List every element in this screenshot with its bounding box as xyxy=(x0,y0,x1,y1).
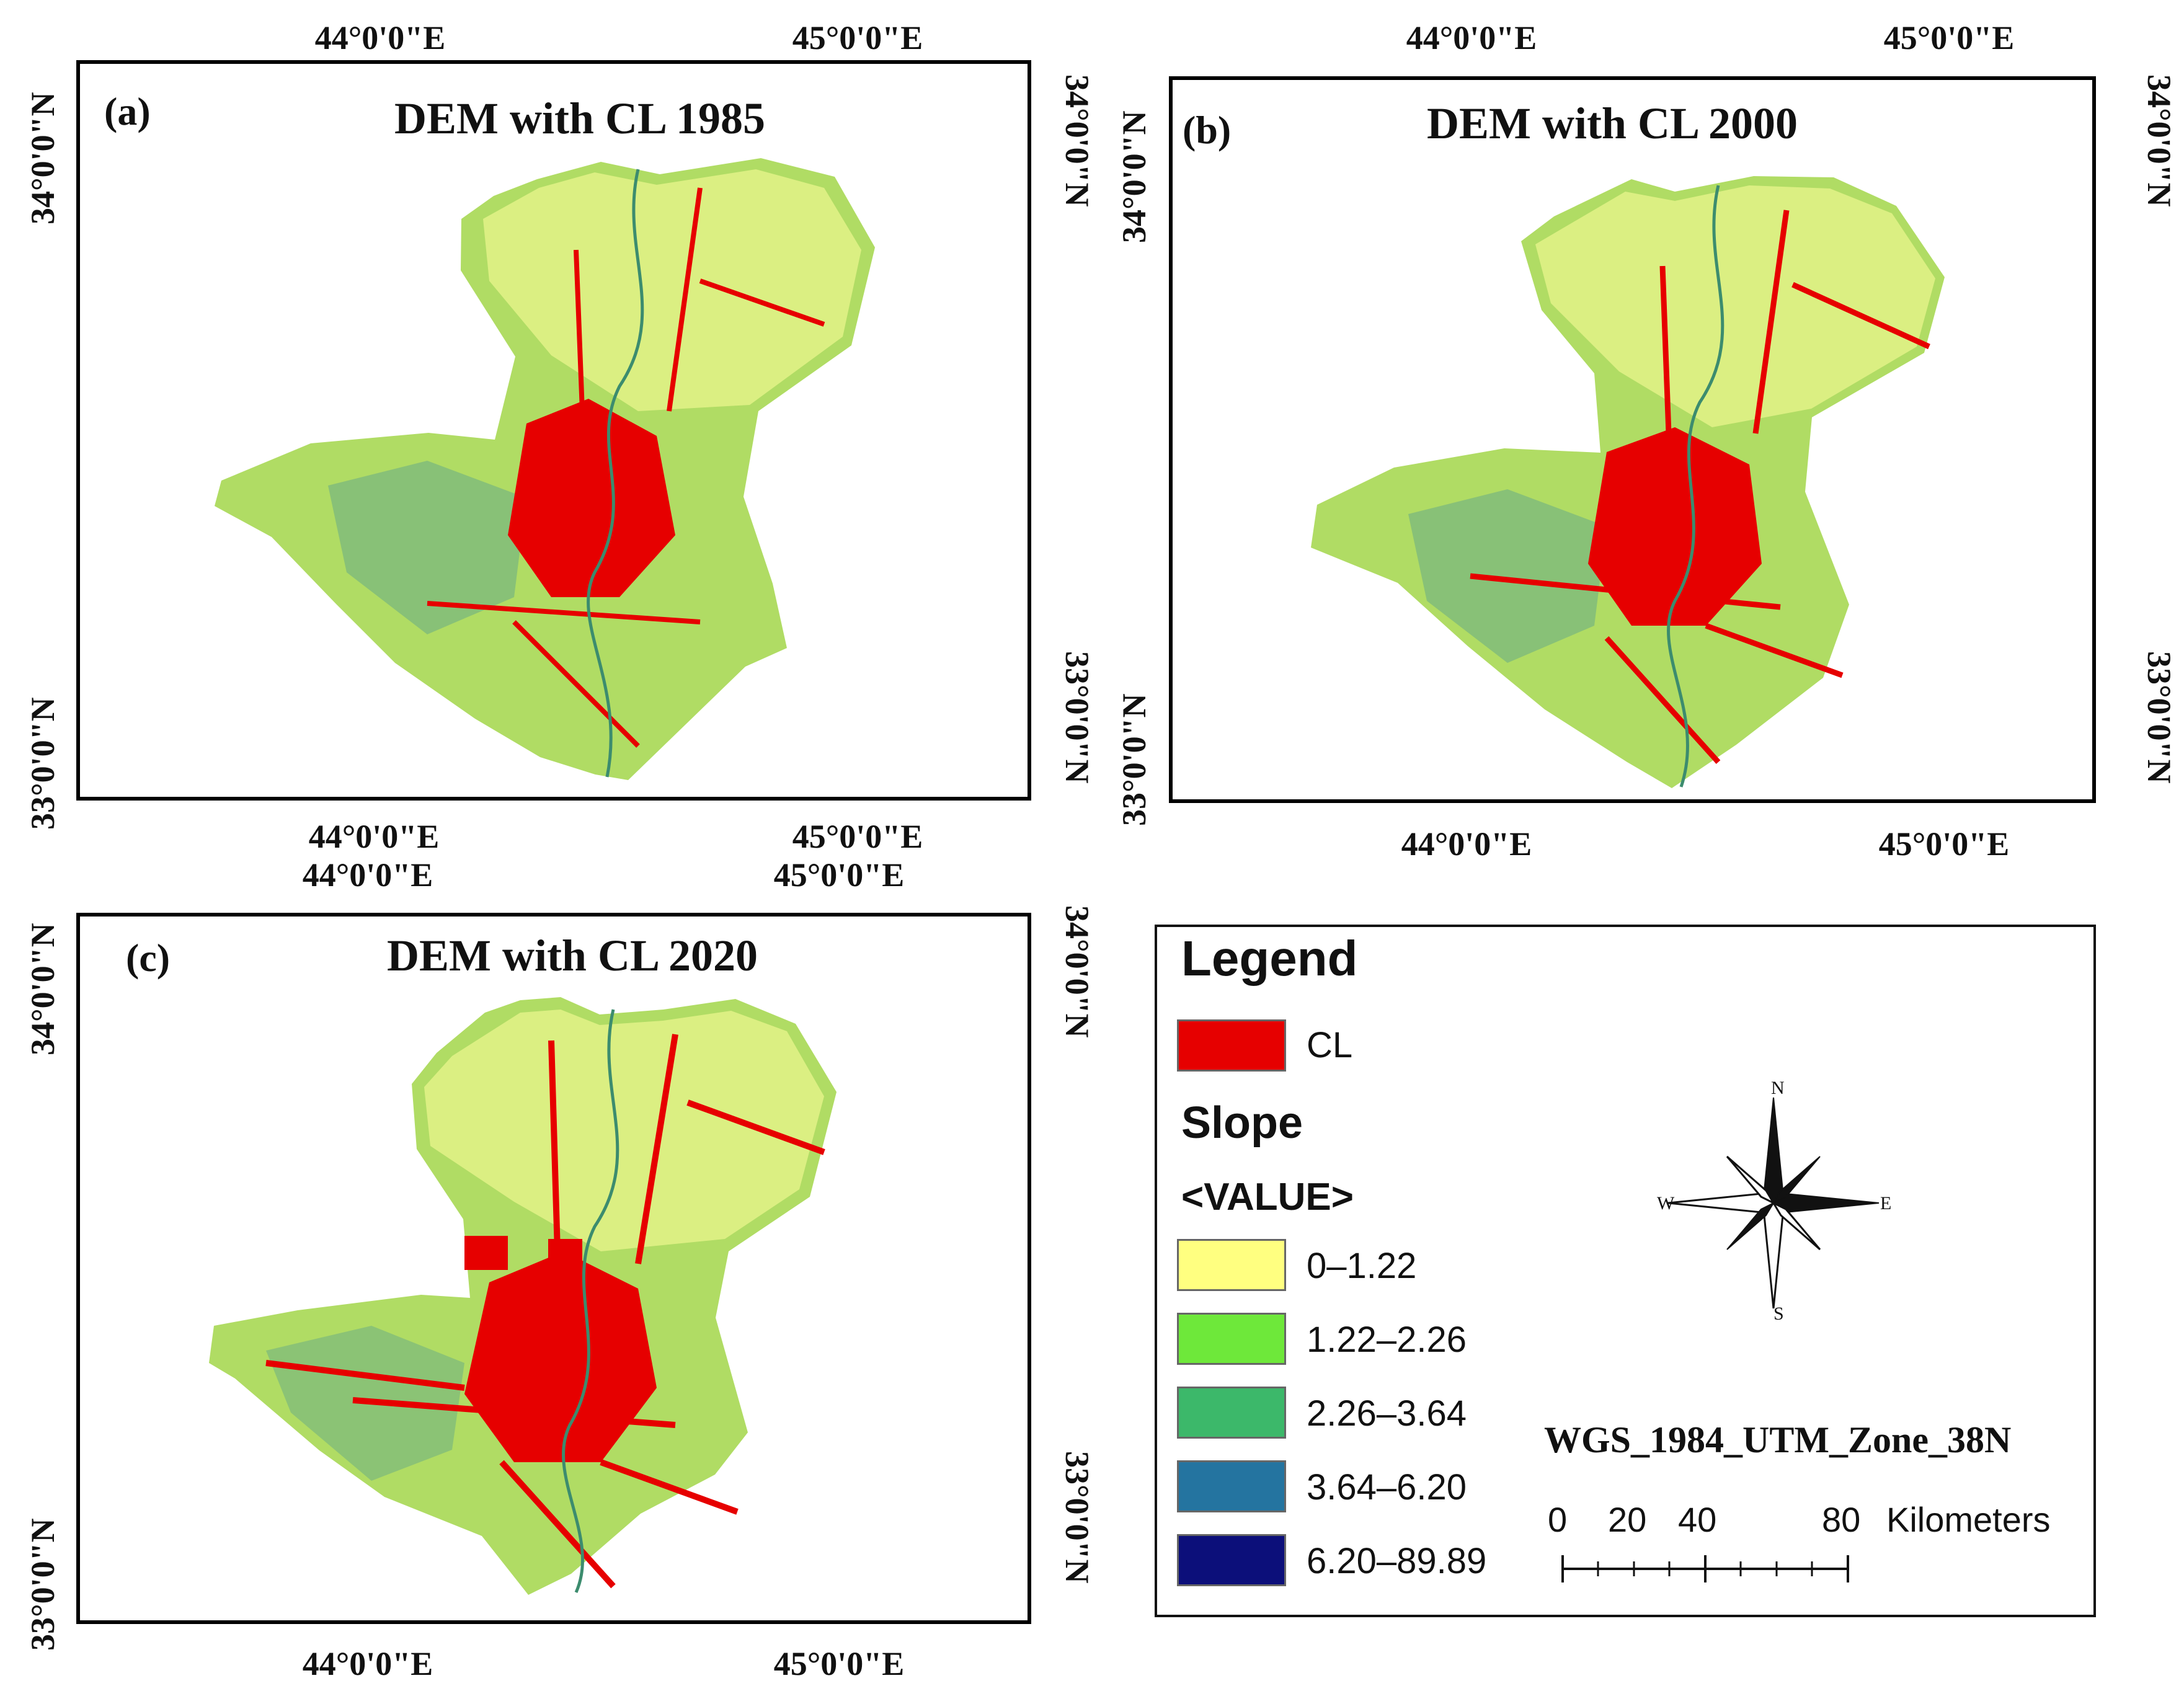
panel-a-lon-bottom-1: 44°0'0"E xyxy=(308,818,440,855)
scale-tick-80: 80 xyxy=(1822,1500,1861,1539)
panel-c-label: (c) xyxy=(126,936,171,980)
legend-label-slope-4: 3.64–6.20 xyxy=(1307,1467,1467,1507)
legend-swatch-slope-1 xyxy=(1177,1239,1286,1291)
panel-a-map xyxy=(215,158,875,780)
panel-c-cl-block-2 xyxy=(548,1239,582,1267)
panel-a-lat-left-2: 33°0'0"N xyxy=(24,697,61,830)
panel-a-lat-right-2: 33°0'0"N xyxy=(1059,651,1096,784)
panel-b-lon-bottom-2: 45°0'0"E xyxy=(1878,825,2010,863)
panel-a-slope-zone xyxy=(328,461,526,634)
panel-c-lon-top-2: 45°0'0"E xyxy=(773,856,905,894)
panel-a-lat-right-1: 34°0'0"N xyxy=(1059,74,1096,207)
panel-b-flat-zone xyxy=(1535,185,1935,427)
panel-b-urban-cl xyxy=(1588,427,1762,626)
panel-b-lat-left-1: 34°0'0"N xyxy=(1116,110,1153,243)
panel-a-lat-left-1: 34°0'0"N xyxy=(24,92,61,224)
scale-bar xyxy=(1561,1555,1849,1582)
panel-c-lon-top-1: 44°0'0"E xyxy=(302,856,433,894)
panel-a-map-frame xyxy=(76,60,1031,801)
panel-b-lat-left-2: 33°0'0"N xyxy=(1116,693,1153,826)
panel-a-lon-bottom-2: 45°0'0"E xyxy=(792,818,923,855)
panel-a-urban-cl xyxy=(508,399,675,597)
legend-swatch-slope-5 xyxy=(1177,1534,1286,1586)
panel-b-slope-zone xyxy=(1408,489,1607,663)
panel-b-lon-top-2: 45°0'0"E xyxy=(1883,19,2015,56)
panel-c-map xyxy=(209,997,837,1595)
panel-c-map-frame xyxy=(76,913,1031,1624)
panel-b-lat-right-1: 34°0'0"N xyxy=(2141,74,2178,207)
panel-a-title: DEM with CL 1985 xyxy=(394,94,766,143)
panel-c-lat-left-1: 34°0'0"N xyxy=(24,923,61,1055)
north-arrow-icon xyxy=(1667,1097,1880,1309)
panel-c-lat-right-1: 34°0'0"N xyxy=(1059,905,1096,1038)
projection-label: WGS_1984_UTM_Zone_38N xyxy=(1544,1419,2012,1460)
panel-a-lon-top-2: 45°0'0"E xyxy=(792,19,923,56)
panel-c-lat-left-2: 33°0'0"N xyxy=(24,1518,61,1651)
panel-c-cl-roads xyxy=(265,1034,825,1589)
panel-c-lon-bottom-1: 44°0'0"E xyxy=(302,1645,433,1682)
panel-c-lat-right-2: 33°0'0"N xyxy=(1059,1451,1096,1584)
legend-label-slope-1: 0–1.22 xyxy=(1307,1246,1417,1286)
panel-a-label: (a) xyxy=(104,89,151,133)
panel-c-river xyxy=(562,1009,619,1594)
panel-c-cl-block-1 xyxy=(464,1236,508,1270)
panel-b-river xyxy=(1667,185,1725,788)
panel-c-lon-bottom-2: 45°0'0"E xyxy=(773,1645,905,1682)
scale-tick-40: 40 xyxy=(1678,1500,1717,1539)
panel-b-lat-right-2: 33°0'0"N xyxy=(2141,651,2178,784)
panel-b-map xyxy=(1311,176,1945,788)
panel-a-lon-top-1: 44°0'0"E xyxy=(314,19,446,56)
north-label: N xyxy=(1771,1078,1785,1098)
panel-b-title: DEM with CL 2000 xyxy=(1426,99,1798,148)
legend-swatch-slope-4 xyxy=(1177,1460,1286,1512)
panel-b-lon-top-1: 44°0'0"E xyxy=(1406,19,1537,56)
scale-tick-0: 0 xyxy=(1548,1500,1568,1539)
scale-tick-20: 20 xyxy=(1608,1500,1647,1539)
legend-label-cl: CL xyxy=(1307,1025,1353,1065)
legend-swatch-cl xyxy=(1177,1019,1286,1072)
legend-swatch-slope-2 xyxy=(1177,1313,1286,1365)
scale-unit: Kilometers xyxy=(1886,1500,2051,1539)
legend-label-slope-2: 1.22–2.26 xyxy=(1307,1320,1467,1360)
legend-value-title: <VALUE> xyxy=(1181,1176,1354,1218)
panel-a-river xyxy=(587,169,644,778)
south-label: S xyxy=(1773,1303,1784,1324)
panel-b-map-frame xyxy=(1169,76,2096,803)
legend-panel xyxy=(1155,925,2096,1617)
west-label: W xyxy=(1657,1193,1675,1214)
legend-title: Legend xyxy=(1181,931,1358,986)
panel-c-title: DEM with CL 2020 xyxy=(386,931,758,980)
legend-label-slope-5: 6.20–89.89 xyxy=(1307,1541,1487,1581)
panel-b-lon-bottom-1: 44°0'0"E xyxy=(1401,825,1532,863)
panel-a-cl-roads xyxy=(427,187,825,748)
panel-b-label: (b) xyxy=(1183,108,1232,152)
legend-swatch-slope-3 xyxy=(1177,1387,1286,1439)
legend-label-slope-3: 2.26–3.64 xyxy=(1307,1393,1467,1434)
panel-b-cl-roads xyxy=(1470,210,1930,765)
panel-c-flat-zone xyxy=(424,1010,824,1251)
east-label: E xyxy=(1880,1193,1892,1214)
legend-slope-title: Slope xyxy=(1181,1098,1303,1148)
